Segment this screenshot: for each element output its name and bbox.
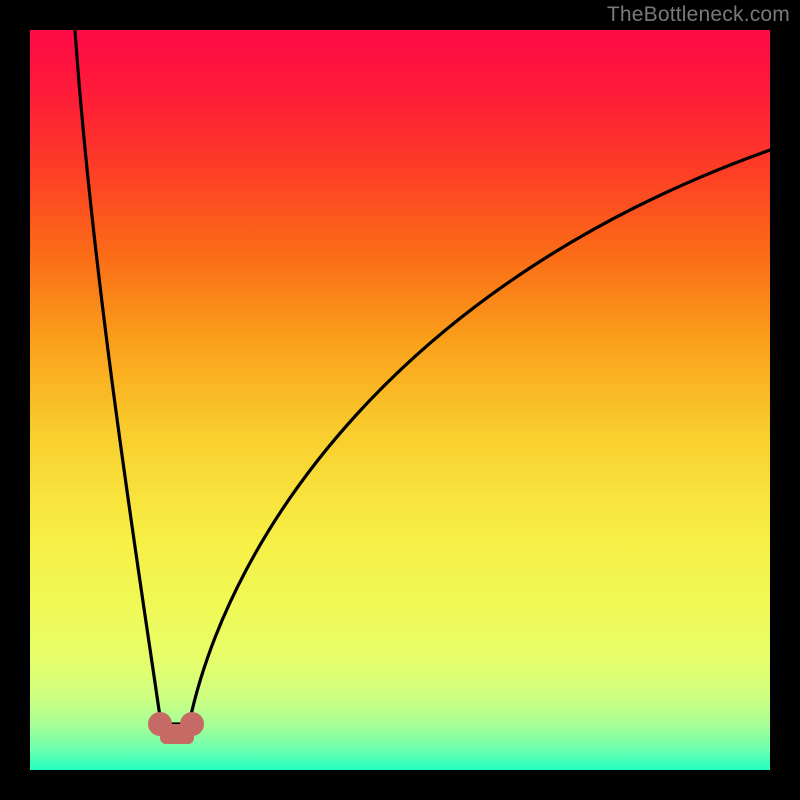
plot-area — [30, 30, 770, 770]
chart-canvas: TheBottleneck.com — [0, 0, 800, 800]
watermark-text: TheBottleneck.com — [607, 3, 790, 27]
dip-marker-left — [148, 712, 172, 736]
dip-marker-right — [180, 712, 204, 736]
bottleneck-curve — [30, 30, 770, 770]
